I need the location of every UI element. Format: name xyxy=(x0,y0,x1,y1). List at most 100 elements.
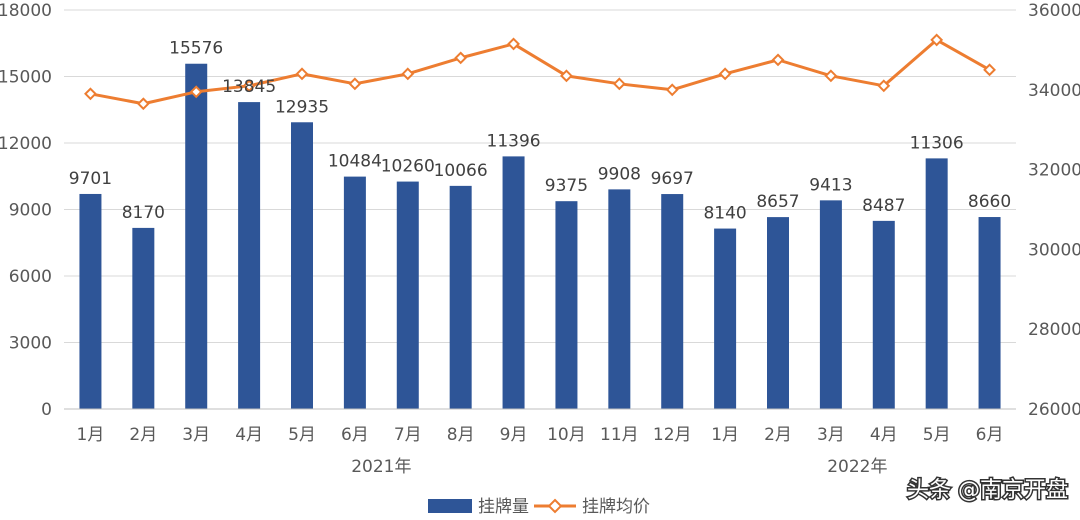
price-line xyxy=(90,38,991,106)
bar-data-label: 8170 xyxy=(122,203,165,223)
year-group-label: 2022年 xyxy=(827,457,887,477)
bar-data-label: 8487 xyxy=(862,196,905,216)
gridlines xyxy=(64,9,1016,410)
line-point xyxy=(560,69,573,83)
bar-data-label: 9908 xyxy=(598,164,641,184)
bar-data-label: 9413 xyxy=(809,175,852,195)
left-tick-label: 0 xyxy=(41,400,52,420)
bar xyxy=(872,220,895,409)
line-point xyxy=(718,67,732,81)
bar-data-label: 10484 xyxy=(328,152,382,172)
bar-data-label: 8140 xyxy=(703,204,746,224)
bar-data-label: 9701 xyxy=(69,169,112,189)
line-point xyxy=(824,69,838,83)
x-axis: 1月 2月 3月 4月 5月 6月 7月 8月 9月 10月 11月 12月 1月 2月 3月 4月 5月 6月 2… xyxy=(64,408,1016,477)
category-label: 1月 xyxy=(711,425,739,445)
line-point xyxy=(348,77,362,91)
category-label: 9月 xyxy=(500,425,528,445)
bar xyxy=(714,228,737,409)
left-tick-label: 3000 xyxy=(9,334,52,354)
line-point xyxy=(84,87,97,101)
bar-data-label: 11396 xyxy=(487,131,541,151)
line-point xyxy=(454,51,468,65)
category-label: 6月 xyxy=(976,425,1004,445)
bar-data-label: 10260 xyxy=(381,157,435,177)
line-point xyxy=(401,67,415,81)
bar-data-label: 11306 xyxy=(910,133,964,153)
bar xyxy=(132,227,155,409)
line-point xyxy=(665,83,679,97)
line-point xyxy=(295,67,309,81)
right-tick-label: 36000 xyxy=(1028,1,1080,21)
bar-data-label: 9375 xyxy=(545,176,588,196)
bar xyxy=(502,156,525,409)
right-tick-label: 34000 xyxy=(1028,81,1080,101)
category-label: 6月 xyxy=(341,425,369,445)
category-label: 3月 xyxy=(817,425,845,445)
bar-data-label: 13845 xyxy=(222,77,276,97)
category-label: 2月 xyxy=(764,425,792,445)
bar-data-label: 9697 xyxy=(651,169,694,189)
bar xyxy=(185,63,208,410)
bar xyxy=(978,217,1001,409)
bar xyxy=(819,200,842,409)
right-tick-label: 30000 xyxy=(1028,240,1080,260)
bar xyxy=(767,217,789,409)
line-point xyxy=(136,97,150,111)
bar-data-label: 10066 xyxy=(434,161,488,181)
year-group-label: 2021年 xyxy=(351,457,411,477)
line-point xyxy=(983,63,996,77)
category-label: 7月 xyxy=(394,425,422,445)
bar xyxy=(396,181,419,409)
left-tick-label: 18000 xyxy=(0,1,52,21)
watermark: 头条 @南京开盘 xyxy=(906,477,1070,505)
category-label: 10月 xyxy=(547,425,586,445)
category-label: 4月 xyxy=(235,425,263,445)
line-point xyxy=(242,79,256,93)
legend-marker xyxy=(547,498,563,514)
bar-data-label: 12935 xyxy=(275,97,329,117)
bar-data-label: 8660 xyxy=(968,192,1011,212)
line-point xyxy=(507,37,520,51)
right-tick-label: 28000 xyxy=(1028,320,1080,340)
bar xyxy=(79,193,102,409)
category-label: 5月 xyxy=(923,425,951,445)
bar xyxy=(661,194,684,409)
bar-data-label: 15576 xyxy=(169,39,223,59)
legend: 挂牌量 挂牌均价 xyxy=(428,497,650,517)
line-point xyxy=(930,33,944,47)
line-point xyxy=(189,85,203,99)
legend-swatch-bar xyxy=(428,499,472,513)
category-label: 11月 xyxy=(600,425,639,445)
category-label: 5月 xyxy=(288,425,316,445)
category-label: 8月 xyxy=(447,425,475,445)
category-label: 2月 xyxy=(129,425,157,445)
bar xyxy=(555,201,578,409)
bar xyxy=(343,176,366,409)
line-point xyxy=(877,79,891,93)
bar xyxy=(291,122,313,409)
right-tick-label: 26000 xyxy=(1028,400,1080,420)
left-axis: 0 3000 6000 9000 12000 15000 18000 xyxy=(0,1,52,420)
category-label: 1月 xyxy=(77,425,105,445)
left-tick-label: 6000 xyxy=(9,267,52,287)
right-tick-label: 32000 xyxy=(1028,161,1080,181)
left-tick-label: 12000 xyxy=(0,134,52,154)
category-label: 12月 xyxy=(653,425,692,445)
category-label: 3月 xyxy=(182,425,210,445)
line-point xyxy=(612,77,626,91)
legend-label-bar: 挂牌量 xyxy=(478,497,529,517)
bar xyxy=(449,185,472,409)
watermark-text: 头条 @南京开盘 xyxy=(907,478,1068,503)
bar-series xyxy=(79,63,1001,410)
line-series xyxy=(84,33,996,111)
bar xyxy=(608,189,631,409)
right-axis: 26000 28000 30000 32000 34000 36000 xyxy=(1028,1,1080,420)
bar xyxy=(238,102,261,409)
bar xyxy=(925,158,948,409)
legend-label-line: 挂牌均价 xyxy=(582,497,650,517)
bar-data-label: 8657 xyxy=(756,192,799,212)
left-tick-label: 15000 xyxy=(0,68,52,88)
